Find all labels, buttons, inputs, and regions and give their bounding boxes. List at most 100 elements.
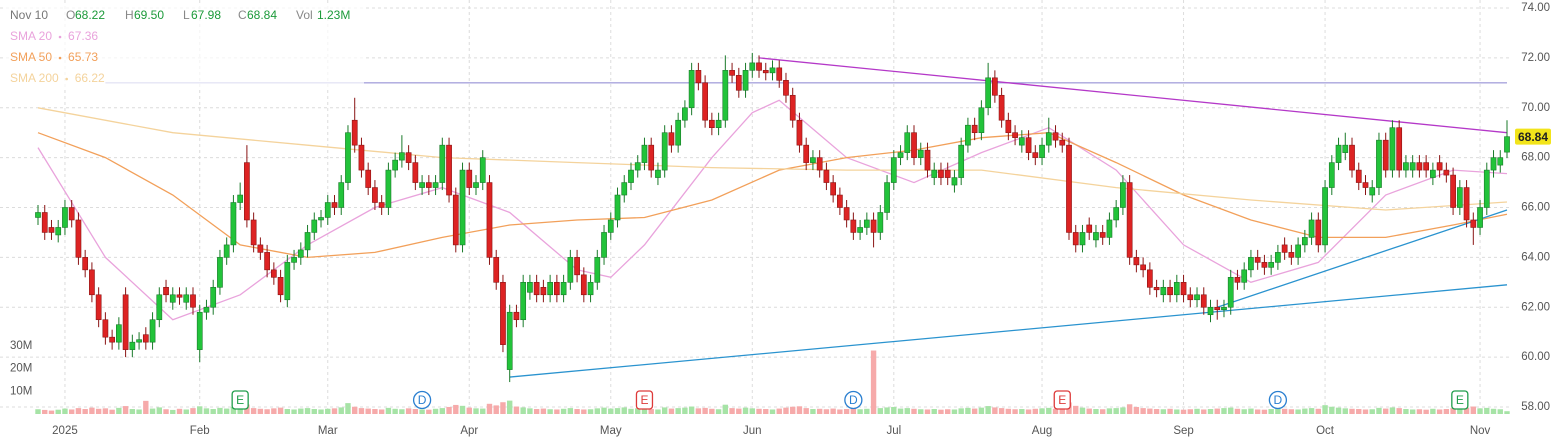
legend-key: C: [238, 8, 247, 22]
volume-bar: [1443, 409, 1450, 414]
volume-bar: [641, 407, 648, 414]
volume-bar: [648, 409, 654, 414]
volume-bar: [1329, 406, 1335, 414]
volume-bar: [1248, 408, 1254, 414]
candle-body: [641, 144, 648, 163]
volume-bar: [304, 408, 311, 414]
legend-value: 68.84: [247, 8, 277, 22]
candle-body: [318, 217, 324, 221]
volume-bar: [163, 409, 169, 414]
volume-bar: [702, 407, 708, 414]
volume-bar: [1430, 408, 1436, 414]
candle-body: [1322, 187, 1328, 246]
candle-body: [527, 282, 533, 293]
candle-body: [116, 324, 122, 343]
y-tick-label: 58.00: [1521, 401, 1550, 413]
volume-bar: [1470, 406, 1477, 414]
candle-body: [1153, 286, 1160, 291]
volume-bar: [1268, 409, 1274, 414]
candle-body: [924, 149, 931, 171]
candle-body: [149, 319, 156, 343]
legend-key: H: [125, 8, 134, 22]
volume-bar: [1275, 408, 1281, 414]
volume-bar: [749, 408, 755, 414]
candle-body: [951, 177, 958, 186]
volume-bar: [587, 409, 594, 414]
event-label: E: [236, 393, 244, 407]
trend-line: [509, 284, 1508, 378]
candle-body: [1072, 232, 1079, 246]
volume-bar: [1086, 408, 1092, 414]
volume-bar: [709, 408, 715, 414]
candle-body: [1376, 139, 1382, 188]
volume-tick-label: 10M: [10, 385, 32, 397]
volume-bar: [736, 408, 742, 414]
candle-body: [917, 149, 924, 158]
volume-bar: [796, 406, 803, 414]
volume-bar: [870, 350, 877, 414]
candle-body: [1106, 219, 1113, 238]
candle-body: [884, 182, 890, 213]
volume-bar: [129, 409, 136, 414]
sma-legend-value: 65.73: [68, 50, 98, 64]
volume-tick-label: 20M: [10, 363, 32, 375]
volume-bar: [365, 408, 371, 414]
volume-bar: [1241, 409, 1247, 414]
volume-bar: [554, 409, 560, 414]
volume-bar: [1403, 409, 1409, 414]
volume-bar: [257, 408, 264, 414]
volume-bar: [1504, 411, 1510, 414]
volume-bar: [783, 407, 789, 414]
candle-body: [284, 262, 291, 301]
candle-body: [1032, 152, 1039, 158]
candle-body: [1396, 127, 1403, 171]
volume-bar: [695, 408, 702, 414]
candle-body: [816, 157, 823, 171]
volume-bar: [223, 408, 230, 414]
candle-body: [297, 249, 304, 258]
candle-body: [493, 257, 500, 283]
candle-body: [1281, 244, 1288, 253]
candle-body: [358, 144, 365, 171]
y-tick-label: 68.00: [1521, 152, 1550, 164]
y-tick-label: 60.00: [1521, 351, 1550, 363]
volume-bar: [399, 409, 405, 414]
volume-bar: [345, 403, 351, 414]
volume-bar: [1450, 408, 1456, 414]
volume-bar: [520, 407, 526, 414]
volume-bar: [897, 408, 904, 414]
candle-body: [607, 219, 614, 233]
candle-body: [1355, 169, 1362, 183]
volume-bar: [203, 408, 210, 414]
candle-body: [715, 119, 722, 128]
x-tick-label: Sep: [1173, 425, 1193, 437]
volume-bar: [635, 408, 641, 414]
volume-bar: [358, 408, 365, 414]
candle-body: [830, 182, 837, 196]
candle-body: [580, 274, 587, 296]
volume-bar: [992, 407, 998, 414]
volume-bar: [35, 409, 41, 414]
candle-body: [870, 219, 877, 233]
candle-body: [210, 286, 217, 308]
candle-body: [156, 294, 163, 321]
volume-bar: [1342, 408, 1348, 414]
candle-body: [513, 311, 520, 321]
candle-body: [378, 202, 385, 208]
volume-bar: [1113, 408, 1119, 414]
volume-bar: [1436, 409, 1443, 414]
volume-bar: [661, 407, 668, 414]
candle-body: [1497, 157, 1504, 166]
volume-bar: [1376, 407, 1382, 414]
candle-body: [1120, 182, 1126, 208]
candle-body: [971, 124, 978, 133]
y-tick-label: 62.00: [1521, 301, 1550, 313]
volume-bar: [1302, 408, 1308, 414]
volume-bar: [938, 409, 944, 414]
candle-body: [109, 336, 115, 343]
volume-bar: [1281, 408, 1288, 414]
candle-body: [998, 94, 1005, 121]
candle-body: [1160, 286, 1167, 296]
volume-bar: [338, 407, 344, 414]
volume-bar: [1167, 408, 1173, 414]
